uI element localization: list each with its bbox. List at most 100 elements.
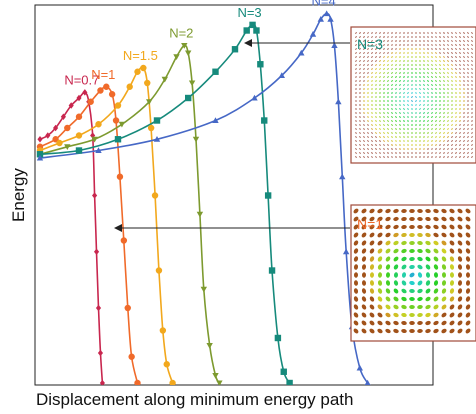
- inset-n1-spin-texture: [353, 208, 471, 334]
- spin-glyph: [450, 40, 454, 42]
- spin-glyph: [395, 87, 397, 91]
- inset-n3: N=3: [350, 26, 476, 164]
- spin-glyph: [447, 111, 449, 115]
- spin-glyph: [353, 216, 359, 222]
- spin-glyph: [451, 63, 453, 67]
- spin-glyph: [467, 51, 469, 55]
- data-point: [140, 64, 147, 72]
- spin-glyph: [459, 131, 461, 135]
- spin-glyph: [441, 328, 447, 334]
- spin-glyph: [367, 59, 369, 63]
- spin-glyph: [467, 47, 469, 51]
- spin-glyph: [385, 304, 391, 310]
- spin-glyph: [414, 104, 418, 106]
- spin-glyph: [394, 44, 398, 46]
- series-label: N=1: [91, 67, 115, 82]
- spin-glyph: [374, 140, 378, 142]
- spin-glyph: [375, 79, 377, 83]
- spin-glyph: [371, 111, 373, 115]
- spin-glyph: [433, 232, 439, 238]
- spin-glyph: [430, 64, 434, 66]
- spin-glyph: [417, 320, 423, 326]
- spin-glyph: [467, 119, 469, 123]
- spin-glyph: [457, 224, 463, 230]
- spin-glyph: [451, 67, 453, 71]
- spin-glyph: [425, 264, 431, 270]
- spin-glyph: [402, 128, 406, 130]
- data-point: [268, 267, 276, 274]
- spin-glyph: [361, 264, 367, 270]
- spin-glyph: [455, 140, 457, 142]
- spin-glyph: [370, 36, 374, 38]
- spin-glyph: [386, 152, 390, 154]
- spin-glyph: [417, 256, 423, 262]
- spin-glyph: [393, 208, 399, 214]
- spin-glyph: [419, 91, 421, 95]
- spin-glyph: [398, 124, 402, 126]
- spin-glyph: [394, 132, 398, 134]
- spin-glyph: [462, 40, 466, 42]
- spin-glyph: [402, 72, 406, 74]
- spin-glyph: [390, 44, 394, 46]
- spin-glyph: [379, 79, 381, 83]
- spin-glyph: [385, 216, 391, 222]
- spin-glyph: [353, 288, 359, 294]
- spin-glyph: [387, 87, 389, 91]
- spin-glyph: [359, 143, 361, 147]
- spin-glyph: [443, 123, 445, 127]
- spin-glyph: [370, 44, 374, 46]
- spin-glyph: [417, 288, 423, 294]
- spin-glyph: [369, 224, 375, 230]
- spin-glyph: [427, 91, 429, 95]
- spin-glyph: [426, 124, 430, 126]
- spin-glyph: [374, 48, 378, 50]
- spin-glyph: [402, 112, 406, 114]
- spin-glyph: [422, 76, 426, 78]
- spin-glyph: [434, 60, 438, 62]
- spin-glyph: [467, 139, 469, 143]
- spin-glyph: [435, 111, 437, 115]
- spin-glyph: [467, 40, 469, 42]
- spin-glyph: [366, 40, 370, 42]
- marker-group: [36, 10, 371, 385]
- spin-glyph: [401, 240, 407, 246]
- spin-glyph: [359, 75, 361, 79]
- spin-glyph: [353, 264, 359, 270]
- spin-glyph: [367, 71, 369, 75]
- spin-glyph: [361, 288, 367, 294]
- spin-glyph: [406, 80, 410, 82]
- spin-glyph: [423, 103, 425, 107]
- spin-glyph: [442, 60, 446, 62]
- spin-glyph: [375, 63, 377, 67]
- spin-glyph: [390, 132, 394, 134]
- spin-glyph: [363, 135, 365, 139]
- spin-glyph: [433, 304, 439, 310]
- data-point: [108, 91, 116, 98]
- spin-glyph: [406, 112, 410, 114]
- spin-glyph: [361, 328, 367, 334]
- spin-glyph: [441, 288, 447, 294]
- data-point: [87, 98, 94, 105]
- spin-glyph: [366, 156, 370, 158]
- spin-glyph: [422, 68, 426, 70]
- spin-glyph: [378, 40, 382, 42]
- spin-glyph: [434, 156, 438, 158]
- spin-glyph: [463, 75, 465, 79]
- spin-glyph: [455, 119, 457, 123]
- spin-glyph: [454, 32, 458, 34]
- spin-glyph: [447, 87, 449, 91]
- spin-glyph: [390, 36, 394, 38]
- spin-glyph: [375, 115, 377, 119]
- data-point: [323, 10, 330, 17]
- spin-glyph: [417, 328, 423, 334]
- spin-glyph: [462, 156, 466, 158]
- spin-glyph: [467, 152, 469, 154]
- spin-glyph: [438, 64, 442, 66]
- spin-glyph: [471, 151, 473, 155]
- spin-glyph: [390, 144, 394, 146]
- data-point: [155, 267, 163, 274]
- spin-glyph: [414, 92, 418, 94]
- spin-glyph: [430, 120, 434, 122]
- spin-glyph: [471, 47, 473, 51]
- spin-glyph: [430, 124, 434, 126]
